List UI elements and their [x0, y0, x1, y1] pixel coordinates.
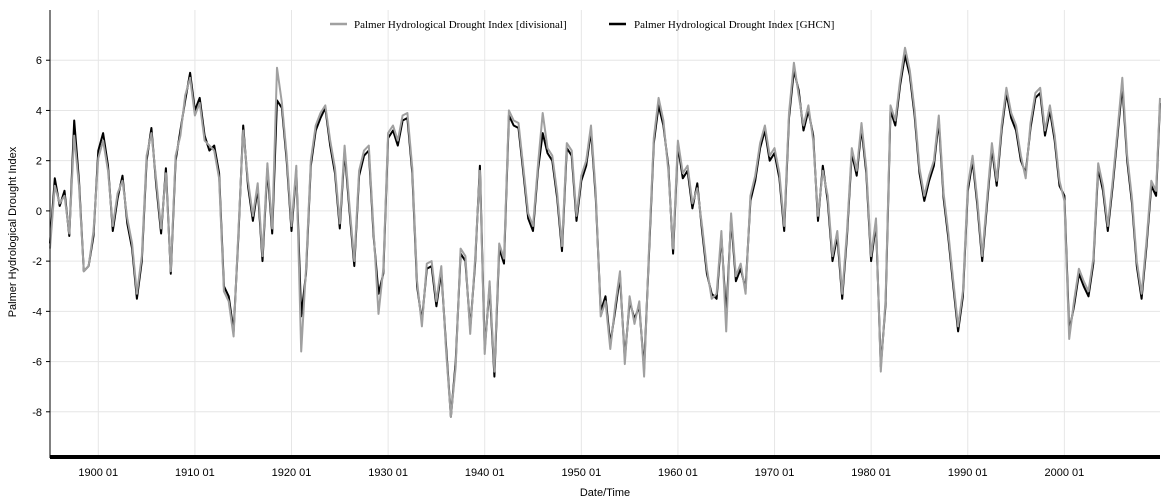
x-tick-label: 1930 01 — [368, 467, 408, 479]
legend-label-divisional: Palmer Hydrological Drought Index [divis… — [354, 19, 567, 31]
x-tick-label: 1960 01 — [658, 467, 698, 479]
series-layer — [49, 46, 1161, 418]
y-tick-label: -2 — [32, 256, 42, 268]
x-tick-label: 1950 01 — [561, 467, 601, 479]
x-tick-label: 2000 01 — [1044, 467, 1084, 479]
y-tick-label: 2 — [36, 156, 42, 168]
y-tick-label: 4 — [36, 105, 42, 117]
y-tick-label: 6 — [36, 55, 42, 67]
y-tick-label: -8 — [32, 407, 42, 419]
y-tick-label: 0 — [36, 206, 42, 218]
y-tick-label: -4 — [32, 306, 42, 318]
y-tick-label: -6 — [32, 357, 42, 369]
x-axis-title: Date/Time — [580, 487, 630, 499]
x-tick-label: 1900 01 — [78, 467, 118, 479]
x-tick-label: 1940 01 — [465, 467, 505, 479]
x-tick-labels: 1900 01 1910 01 1920 01 1930 01 1940 01 1950 … — [78, 467, 1084, 479]
series-line-divisional — [49, 46, 1161, 418]
grid — [50, 10, 1160, 457]
x-tick-label: 1920 01 — [272, 467, 312, 479]
x-tick-label: 1970 01 — [755, 467, 795, 479]
x-tick-label: 1990 01 — [948, 467, 988, 479]
legend-label-ghcn: Palmer Hydrological Drought Index [GHCN] — [634, 19, 834, 31]
legend: Palmer Hydrological Drought Index [divis… — [330, 19, 834, 31]
y-tick-labels: 6 4 2 0 -2 -4 -6 -8 — [32, 55, 50, 419]
series-line-ghcn — [49, 54, 1161, 418]
x-tick-label: 1980 01 — [851, 467, 891, 479]
y-axis-title: Palmer Hydrological Drought Index — [7, 146, 19, 317]
x-tick-label: 1910 01 — [175, 467, 215, 479]
axes — [49, 10, 1160, 459]
